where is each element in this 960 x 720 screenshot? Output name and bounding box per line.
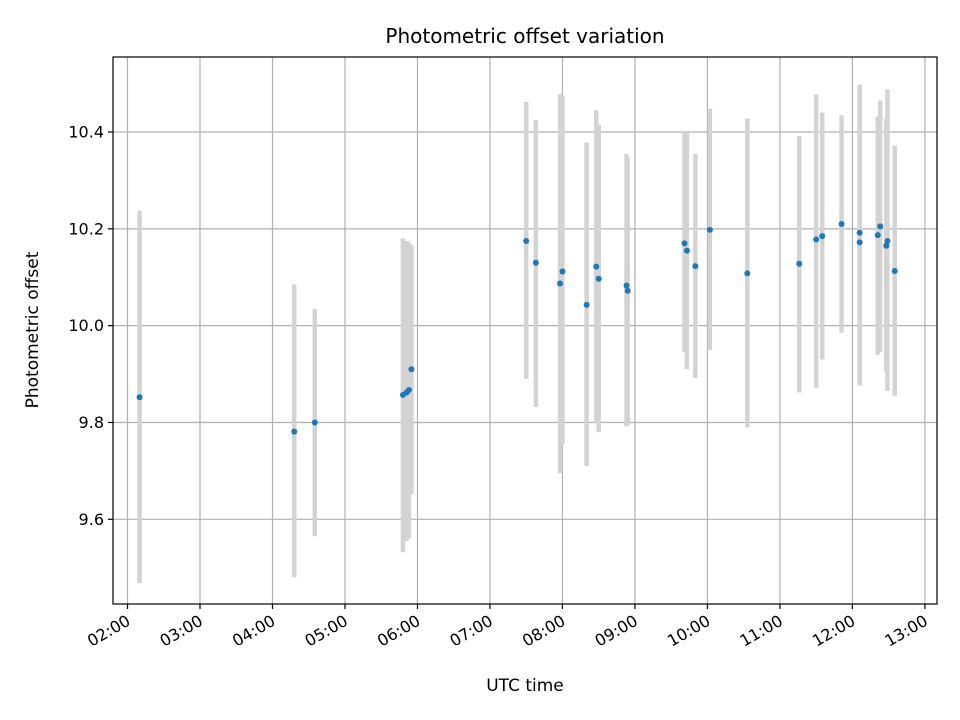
data-point xyxy=(623,282,630,289)
y-tick-label: 10.2 xyxy=(68,219,104,238)
data-point xyxy=(856,229,863,236)
data-point xyxy=(311,419,318,426)
data-point xyxy=(532,259,539,266)
data-point xyxy=(291,428,298,435)
data-point xyxy=(681,240,688,247)
data-point xyxy=(891,267,898,274)
data-point xyxy=(883,242,890,249)
y-tick-label: 10.0 xyxy=(68,316,104,335)
point-layer xyxy=(136,221,898,435)
data-point xyxy=(593,263,600,270)
y-tick-label: 10.4 xyxy=(68,123,104,142)
data-point xyxy=(136,394,143,401)
y-axis-label: Photometric offset xyxy=(23,251,43,408)
data-point xyxy=(557,280,564,287)
data-point xyxy=(813,236,820,243)
data-point xyxy=(595,275,602,282)
data-point xyxy=(706,226,713,233)
data-point xyxy=(838,221,845,228)
data-point xyxy=(523,237,530,244)
data-point xyxy=(819,233,826,240)
data-point xyxy=(408,366,415,373)
data-point xyxy=(583,301,590,308)
data-point xyxy=(559,268,566,275)
y-tick-label: 9.6 xyxy=(79,510,104,529)
y-tick-label: 9.8 xyxy=(79,413,104,432)
data-point xyxy=(683,247,690,254)
chart-title: Photometric offset variation xyxy=(385,24,664,48)
data-point xyxy=(624,287,631,294)
plot-frame xyxy=(112,56,938,605)
data-point xyxy=(884,237,891,244)
data-point xyxy=(796,260,803,267)
x-axis-label: UTC time xyxy=(486,676,564,696)
data-point xyxy=(692,263,699,270)
data-point xyxy=(406,387,413,394)
data-point xyxy=(874,232,881,239)
data-point xyxy=(877,223,884,230)
data-point xyxy=(744,270,751,277)
data-point xyxy=(856,239,863,246)
